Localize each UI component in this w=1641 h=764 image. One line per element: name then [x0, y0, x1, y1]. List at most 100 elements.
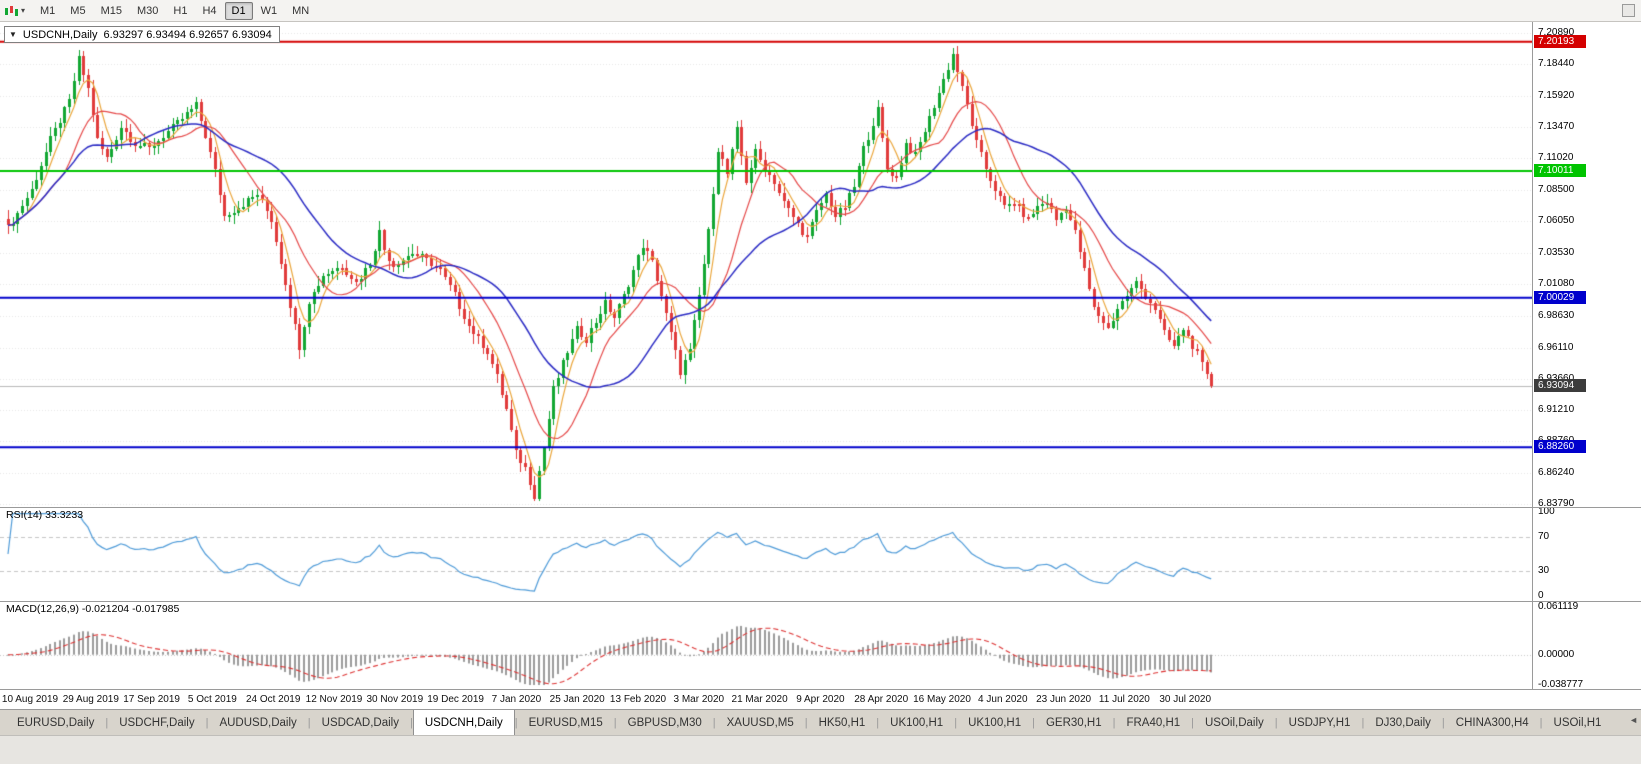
- timeframe-button-m1[interactable]: M1: [40, 4, 56, 17]
- macd-axis: 0.061119 0.00000 -0.038777: [1533, 601, 1640, 690]
- tab-audusd-daily[interactable]: AUDUSD,Daily: [219, 716, 297, 729]
- date-label: 24 Oct 2019: [245, 694, 301, 705]
- tab-separator: |: [954, 716, 958, 729]
- tab-dj30-daily[interactable]: DJ30,Daily: [1375, 716, 1431, 729]
- status-bar: [0, 735, 1641, 764]
- tab-xauusd-m5[interactable]: XAUUSD,M5: [726, 716, 794, 729]
- tab-separator: |: [1361, 716, 1365, 729]
- tab-separator: |: [205, 716, 209, 729]
- tab-eurusd-m15[interactable]: EURUSD,M15: [528, 716, 603, 729]
- timeframe-toolbar-row: ▾ M1 M5 M15 M30 H1 H4 D1 W1 MN: [0, 0, 1641, 22]
- price-axis-label: 6.98630: [1538, 309, 1575, 321]
- price-axis-label: 6.96110: [1538, 341, 1574, 353]
- tab-ger30-h1[interactable]: GER30,H1: [1045, 716, 1102, 729]
- date-label: 19 Dec 2019: [427, 694, 484, 705]
- tab-china300-h4[interactable]: CHINA300,H4: [1455, 716, 1529, 729]
- rsi-axis-label: 100: [1538, 506, 1555, 517]
- tab-separator: |: [409, 716, 413, 729]
- date-label: 29 Aug 2019: [62, 694, 119, 705]
- tab-eurusd-daily[interactable]: EURUSD,Daily: [17, 716, 95, 729]
- date-label: 12 Nov 2019: [305, 694, 363, 705]
- price-line-tag[interactable]: 7.20193: [1534, 34, 1586, 48]
- tab-fra40-h1[interactable]: FRA40,H1: [1126, 716, 1181, 729]
- price-axis-label: 7.01080: [1538, 278, 1575, 290]
- price-axis-label: 6.93660: [1538, 373, 1574, 384]
- price-axis-label: 7.18440: [1538, 58, 1575, 70]
- timeframe-button-mn[interactable]: MN: [292, 4, 310, 17]
- timeframe-button-w1[interactable]: W1: [260, 4, 278, 17]
- date-label: 30 Nov 2019: [366, 694, 424, 705]
- tab-separator: |: [613, 716, 617, 729]
- price-axis-label: 7.11020: [1538, 152, 1574, 164]
- price-axis-label: 7.03530: [1538, 247, 1575, 259]
- legend-dropdown-icon[interactable]: ▼: [9, 30, 17, 39]
- timeframe-button-m15[interactable]: M15: [100, 4, 122, 17]
- tab-separator: |: [1274, 716, 1278, 729]
- date-label: 25 Jan 2020: [549, 694, 605, 705]
- price-line-tag[interactable]: 6.88260: [1534, 440, 1586, 454]
- date-label: 28 Apr 2020: [854, 694, 909, 705]
- chart-legend: ▼ USDCNH,Daily 6.93297 6.93494 6.92657 6…: [4, 26, 280, 43]
- tab-separator: |: [1112, 716, 1116, 729]
- date-label: 11 Jul 2020: [1098, 694, 1150, 705]
- window-menu-icon[interactable]: [1622, 4, 1635, 17]
- current-price-tag: 6.93094: [1534, 378, 1586, 392]
- price-axis-label: 7.20890: [1538, 27, 1575, 38]
- main-chart-panel: ▼ USDCNH,Daily 6.93297 6.93494 6.92657 6…: [0, 22, 1532, 507]
- timeframe-button-h4[interactable]: H4: [202, 4, 217, 17]
- date-label: 23 Jun 2020: [1036, 694, 1092, 705]
- tab-separator: |: [105, 716, 109, 729]
- date-axis: 10 Aug 2019 29 Aug 2019 17 Sep 2019 5 Oct 2…: [0, 689, 1641, 709]
- tab-usdchf-daily[interactable]: USDCHF,Daily: [119, 716, 195, 729]
- tab-uk100-h1[interactable]: UK100,H1: [968, 716, 1022, 729]
- chart-type-icon[interactable]: [4, 4, 20, 18]
- rsi-axis-label: 0: [1538, 590, 1544, 601]
- legend-symbol: USDCNH,Daily: [22, 28, 98, 41]
- timeframe-button-h1[interactable]: H1: [173, 4, 188, 17]
- date-label: 4 Jun 2020: [978, 694, 1028, 705]
- macd-axis-label: 0.00000: [1538, 648, 1575, 660]
- tab-usdcnh-daily[interactable]: USDCNH,Daily: [412, 710, 515, 735]
- price-line-tag[interactable]: 7.00029: [1534, 290, 1586, 304]
- legend-ohlc: 6.93297 6.93494 6.92657 6.93094: [103, 28, 272, 41]
- tab-separator: |: [307, 716, 311, 729]
- price-axis: 7.20890 7.18440 7.15920 7.13470 7.11020 7.085…: [1533, 22, 1640, 509]
- date-label: 16 May 2020: [913, 694, 971, 705]
- tab-separator: |: [876, 716, 880, 729]
- price-line-tag[interactable]: 7.10011: [1534, 164, 1586, 178]
- timeframe-button-m30[interactable]: M30: [136, 4, 159, 17]
- price-axis-label: 6.83790: [1538, 497, 1575, 509]
- macd-axis-label: -0.038777: [1538, 679, 1584, 690]
- tab-usoil-h1[interactable]: USOil,H1: [1553, 716, 1602, 729]
- tab-scroll-left-icon[interactable]: ◄: [1629, 715, 1638, 725]
- tab-uk100-h1[interactable]: UK100,H1: [890, 716, 944, 729]
- panel-separator[interactable]: [0, 601, 1641, 602]
- date-label: 10 Aug 2019: [1, 694, 59, 705]
- tab-separator: |: [1032, 716, 1035, 729]
- date-label: 9 Apr 2020: [796, 694, 845, 705]
- price-axis-label: 6.91210: [1538, 403, 1575, 415]
- tab-usdcad-daily[interactable]: USDCAD,Daily: [321, 716, 399, 729]
- tab-separator: |: [712, 716, 716, 729]
- timeframe-button-m5[interactable]: M5: [70, 4, 86, 17]
- tab-gbpusd-m30[interactable]: GBPUSD,M30: [627, 716, 702, 729]
- main-chart-canvas[interactable]: [0, 22, 1532, 507]
- timeframe-button-d1[interactable]: D1: [224, 1, 253, 20]
- price-axis-label: 6.86240: [1538, 466, 1575, 478]
- rsi-label: RSI(14) 33.3233: [6, 509, 84, 521]
- rsi-canvas[interactable]: [0, 507, 1532, 601]
- price-axis-label: 7.15920: [1538, 90, 1575, 102]
- tab-hk50-h1[interactable]: HK50,H1: [818, 716, 866, 729]
- tab-usoil-daily[interactable]: USOil,Daily: [1205, 716, 1264, 729]
- tab-usdjpy-h1[interactable]: USDJPY,H1: [1288, 716, 1351, 729]
- macd-panel: MACD(12,26,9) -0.021204 -0.017985: [0, 601, 1532, 689]
- date-label: 21 Mar 2020: [731, 694, 788, 705]
- tab-separator: |: [1539, 716, 1543, 729]
- rsi-axis: 100 70 30 0: [1533, 506, 1640, 601]
- chart-type-caret-icon[interactable]: ▾: [21, 6, 26, 15]
- price-axis-label: 7.13470: [1538, 121, 1575, 133]
- panel-separator[interactable]: [0, 507, 1641, 508]
- macd-canvas[interactable]: [0, 601, 1532, 689]
- timeframe-buttons: M1 M5 M15 M30 H1 H4 D1 W1 MN: [33, 1, 316, 20]
